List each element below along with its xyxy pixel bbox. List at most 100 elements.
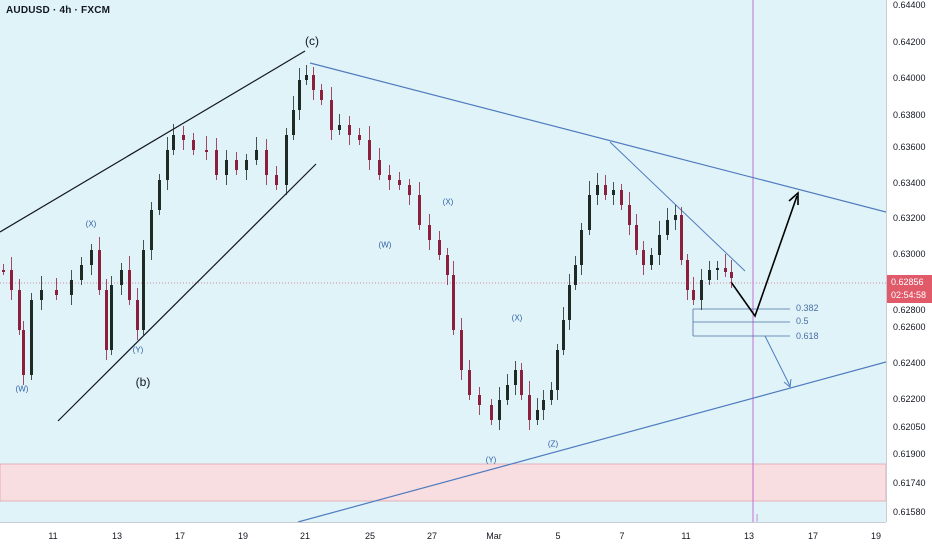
y-tick: 0.64400 xyxy=(893,0,926,10)
candle-body xyxy=(55,290,58,295)
candle-body xyxy=(312,75,315,90)
candle-body xyxy=(30,300,33,375)
candle-body xyxy=(542,400,545,410)
candle-body xyxy=(285,135,288,185)
y-tick: 0.63400 xyxy=(893,178,926,188)
current-price-value: 0.62856 xyxy=(891,277,924,287)
candle-body xyxy=(692,290,695,300)
fib-label-0.5: 0.5 xyxy=(796,316,809,326)
candle-body xyxy=(150,210,153,250)
x-tick: 5 xyxy=(555,531,561,541)
wave-label-x1: (X) xyxy=(85,219,97,229)
bar-countdown: 02:54:58 xyxy=(891,290,927,300)
bearish-arrowhead xyxy=(783,378,792,388)
candle-body xyxy=(428,225,431,240)
candle-body xyxy=(225,160,228,175)
candle-body xyxy=(556,350,559,390)
candle-body xyxy=(10,270,13,290)
candle-body xyxy=(550,390,553,400)
symbol-title: AUDUSD · 4h · FXCM xyxy=(6,5,111,16)
candle-body xyxy=(158,180,161,210)
candle-body xyxy=(628,205,631,225)
wave-label-x3: (X) xyxy=(511,313,523,323)
candle-body xyxy=(40,290,43,300)
price-axis[interactable]: 0.64400 0.64200 0.64000 0.63800 0.63600 … xyxy=(886,0,932,522)
candle-body xyxy=(136,300,139,330)
candle-body xyxy=(245,160,248,170)
candle-body xyxy=(680,215,683,260)
candle-body xyxy=(642,250,645,265)
date-marker-flag: | xyxy=(756,513,759,522)
candle-body xyxy=(700,280,703,300)
x-tick: 17 xyxy=(174,531,186,541)
wedge-upper-line xyxy=(0,50,306,233)
candle-body xyxy=(22,330,25,375)
x-tick: 25 xyxy=(364,531,376,541)
candle-body xyxy=(498,400,501,420)
candles-group xyxy=(2,65,733,430)
candle-body xyxy=(120,270,123,285)
candle-body xyxy=(330,100,333,130)
candle-body xyxy=(320,90,323,100)
y-tick: 0.64000 xyxy=(893,73,926,83)
candle-body xyxy=(142,250,145,330)
y-tick: 0.61740 xyxy=(893,478,926,488)
plot-area[interactable]: AUDUSD · 4h · FXCM (W) (X) (Y) (b) (c) (… xyxy=(0,0,886,522)
x-tick: 21 xyxy=(299,531,311,541)
candle-body xyxy=(110,285,113,350)
candle-body xyxy=(446,255,449,275)
x-tick: 27 xyxy=(426,531,438,541)
candle-body xyxy=(506,385,509,400)
wave-label-b: (b) xyxy=(135,375,151,389)
candle-body xyxy=(378,160,381,175)
candle-body xyxy=(265,150,268,175)
triangle-lower-line xyxy=(297,361,886,522)
candle-body xyxy=(438,240,441,255)
x-tick: 17 xyxy=(807,531,819,541)
time-axis[interactable]: 11 13 17 19 21 25 27 Mar 5 7 11 13 17 19 xyxy=(0,522,886,550)
y-tick: 0.64200 xyxy=(893,37,926,47)
fib-label-0.382: 0.382 xyxy=(796,303,819,313)
wave-label-w2: (W) xyxy=(378,240,392,250)
candle-body xyxy=(580,230,583,265)
wedge-lower-line xyxy=(57,163,317,422)
wave-label-y1: (Y) xyxy=(132,345,144,355)
candle-body xyxy=(128,270,131,300)
candle-body xyxy=(604,185,607,195)
candle-body xyxy=(686,260,689,290)
x-tick: 11 xyxy=(48,531,58,541)
candle-body xyxy=(612,190,615,195)
fib-label-0.618: 0.618 xyxy=(796,331,819,341)
x-tick: 13 xyxy=(111,531,123,541)
triangle-upper-line xyxy=(309,62,886,213)
x-tick: 19 xyxy=(237,531,249,541)
x-tick: 19 xyxy=(870,531,882,541)
candle-body xyxy=(418,195,421,225)
candle-body xyxy=(298,80,301,110)
candle-body xyxy=(166,150,169,180)
candle-body xyxy=(182,135,185,140)
candle-body xyxy=(348,125,351,135)
fib-retracement[interactable] xyxy=(692,308,790,337)
y-tick: 0.61900 xyxy=(893,449,926,459)
candle-body xyxy=(620,190,623,205)
bullish-arrowhead xyxy=(788,191,799,205)
wave-label-y2: (Y) xyxy=(485,455,497,465)
candle-body xyxy=(562,320,565,350)
candle-body xyxy=(460,330,463,370)
candle-body xyxy=(305,75,308,80)
candle-body xyxy=(708,270,711,280)
wave-label-z: (Z) xyxy=(547,439,559,449)
candle-body xyxy=(650,255,653,265)
candle-body xyxy=(528,395,531,420)
x-tick: Mar xyxy=(486,531,502,541)
x-tick: 13 xyxy=(743,531,755,541)
candle-body xyxy=(490,405,493,420)
y-tick: 0.63000 xyxy=(893,249,926,259)
price-chart[interactable] xyxy=(0,0,886,522)
candle-body xyxy=(674,215,677,220)
candle-body xyxy=(292,110,295,135)
candle-body xyxy=(398,180,401,185)
candle-body xyxy=(658,235,661,255)
